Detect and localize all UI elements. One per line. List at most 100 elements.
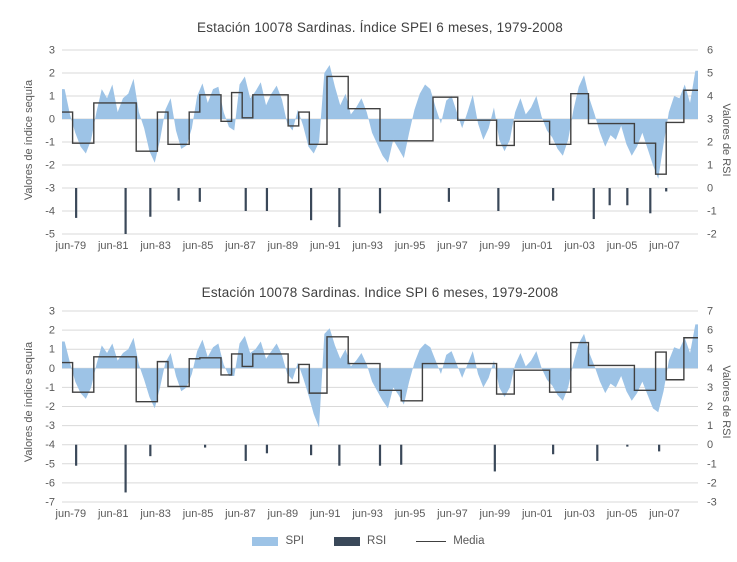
right-tick-label: 5	[707, 68, 713, 80]
x-tick-label: jun-03	[563, 240, 595, 252]
rsi-bar	[378, 444, 382, 466]
chart-title-spei: Estación 10078 Sardinas. Índice SPEI 6 m…	[197, 20, 563, 35]
x-tick-label: jun-99	[479, 240, 511, 252]
rsi-bar	[552, 188, 555, 201]
media-line-swatch	[416, 540, 447, 542]
rsi-bar	[378, 188, 382, 214]
rsi-bar	[338, 188, 341, 228]
x-tick-label: jun-79	[55, 508, 87, 520]
rsi-bar	[447, 188, 450, 202]
rsi-bar	[400, 444, 403, 465]
media-step-line	[62, 336, 698, 403]
right-tick-label: 0	[707, 439, 713, 451]
x-tick-label: jun-87	[224, 508, 256, 520]
left-tick-label: -1	[45, 382, 55, 394]
right-tick-label: -2	[707, 477, 717, 489]
right-tick-label: 1	[707, 420, 713, 432]
left-tick-label: -1	[45, 137, 55, 149]
left-tick-label: 1	[49, 91, 55, 103]
left-tick-label: 0	[49, 114, 55, 126]
left-tick-label: -5	[45, 229, 55, 241]
rsi-bar	[649, 188, 652, 214]
rsi-bar	[493, 444, 496, 472]
x-tick-label: jun-79	[55, 240, 87, 252]
spei-chart-plot: 3 2 1 0 -1 -2 -3 -4 -5 6 5 4 3 2 1 0 -1 -2 jun-79 jun-81 jun…	[45, 45, 717, 253]
x-tick-label: jun-99	[479, 508, 511, 520]
right-tick-label: 7	[707, 306, 713, 318]
x-tick-label: jun-95	[394, 508, 426, 520]
rsi-bar	[497, 188, 500, 211]
left-tick-label: -7	[45, 497, 55, 509]
rsi-bar	[665, 188, 668, 192]
legend-label-spi: SPI	[285, 535, 305, 547]
legend-item-spi: SPI	[252, 535, 304, 547]
spi-area-swatch	[252, 536, 279, 546]
rsi-bar	[177, 188, 180, 201]
x-tick-label: jun-81	[97, 240, 129, 252]
right-tick-label: 3	[707, 114, 713, 126]
x-tick-label: jun-93	[351, 240, 383, 252]
chart-legend: SPI RSI Media	[0, 535, 737, 547]
left-tick-label: 1	[49, 344, 55, 356]
right-tick-label: 5	[707, 344, 713, 356]
x-tick-label: jun-93	[351, 508, 383, 520]
rsi-bar	[338, 444, 341, 466]
x-tick-label: jun-89	[267, 240, 299, 252]
rsi-bar	[244, 188, 247, 211]
rsi-bar	[265, 444, 269, 454]
right-tick-label: 2	[707, 401, 713, 413]
x-tick-label: jun-91	[309, 508, 341, 520]
media-step-line	[62, 75, 698, 175]
x-tick-label: jun-97	[436, 240, 468, 252]
rsi-bar	[310, 444, 313, 456]
legend-label-rsi: RSI	[367, 535, 387, 547]
rsi-bar-swatch	[334, 536, 361, 546]
x-tick-label: jun-07	[648, 508, 680, 520]
x-tick-label: jun-83	[139, 240, 171, 252]
rsi-bar	[75, 444, 78, 466]
rsi-bar	[608, 188, 611, 206]
legend-item-media: Media	[416, 535, 485, 547]
right-tick-label: 4	[707, 91, 713, 103]
left-tick-label: 3	[49, 45, 55, 57]
x-tick-label: jun-85	[182, 240, 214, 252]
right-tick-label: 1	[707, 160, 713, 172]
left-tick-label: -5	[45, 458, 55, 470]
rsi-bar	[198, 188, 201, 202]
x-tick-label: jun-81	[97, 508, 129, 520]
legend-label-media: Media	[453, 535, 485, 547]
rsi-bar	[124, 444, 127, 493]
left-tick-label: -4	[45, 206, 55, 218]
rsi-bar	[310, 188, 313, 221]
x-tick-label: jun-89	[267, 508, 299, 520]
x-tick-label: jun-01	[521, 508, 553, 520]
rsi-bar	[75, 188, 78, 218]
left-tick-label: 2	[49, 68, 55, 80]
rsi-bar	[149, 188, 152, 217]
rsi-bar	[265, 188, 269, 211]
rsi-bar	[592, 188, 595, 220]
x-tick-label: jun-01	[521, 240, 553, 252]
left-tick-label: -4	[45, 439, 55, 451]
right-tick-label: 6	[707, 325, 713, 337]
left-tick-label: 3	[49, 306, 55, 318]
rsi-bar	[124, 188, 127, 234]
right-tick-label: -2	[707, 229, 717, 241]
left-tick-label: 2	[49, 325, 55, 337]
spi-chart-plot: 3 2 1 0 -1 -2 -3 -4 -5 -6 -7 7 6 5 4 3 2 1 0 -1 -2 -3 jun-79 ju…	[45, 306, 717, 521]
rsi-bar	[626, 188, 629, 206]
rsi-bar	[626, 444, 629, 447]
right-tick-label: -1	[707, 458, 717, 470]
right-tick-label: 3	[707, 382, 713, 394]
rsi-bar	[244, 444, 247, 461]
right-tick-label: -1	[707, 206, 717, 218]
rsi-bar	[552, 444, 555, 455]
left-tick-label: -3	[45, 420, 55, 432]
right-tick-label: -3	[707, 497, 717, 509]
right-tick-label: 4	[707, 363, 713, 375]
right-tick-label: 2	[707, 137, 713, 149]
left-tick-label: -3	[45, 183, 55, 195]
x-tick-label: jun-97	[436, 508, 468, 520]
right-tick-label: 0	[707, 183, 713, 195]
x-tick-label: jun-05	[606, 240, 638, 252]
